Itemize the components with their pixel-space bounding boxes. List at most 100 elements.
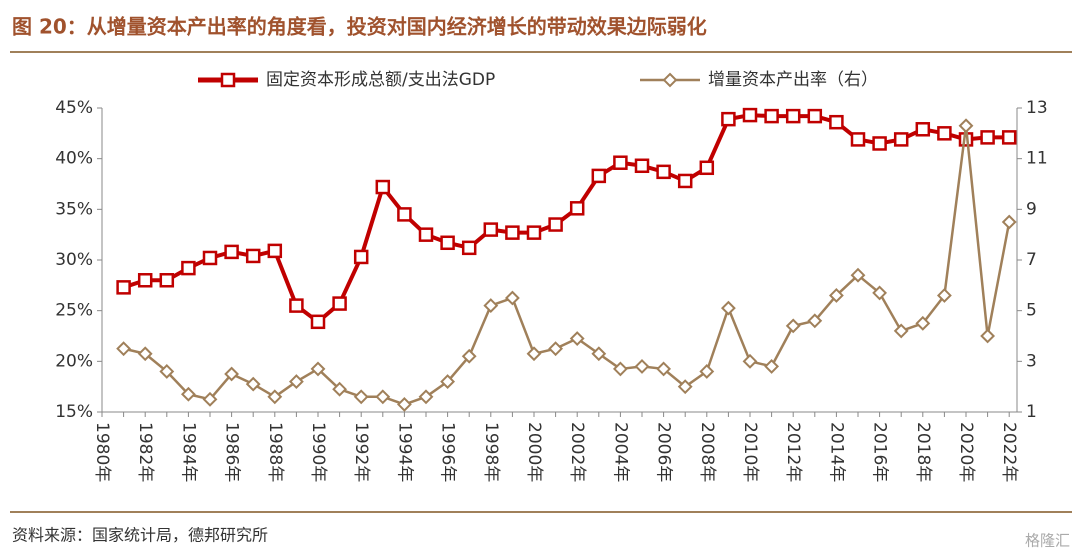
x-tick-label: 2014年 bbox=[826, 422, 846, 482]
y2-tick-label: 3 bbox=[1026, 351, 1037, 371]
x-tick-label: 2012年 bbox=[783, 422, 803, 482]
marker bbox=[548, 341, 564, 357]
marker bbox=[245, 248, 261, 264]
marker bbox=[116, 341, 132, 357]
legend-marker bbox=[662, 72, 678, 88]
y2-tick-label: 9 bbox=[1026, 199, 1037, 219]
marker bbox=[461, 348, 477, 364]
x-tick-label: 2022年 bbox=[999, 422, 1019, 482]
marker bbox=[699, 364, 715, 379]
marker bbox=[569, 331, 585, 346]
marker bbox=[893, 132, 909, 147]
marker bbox=[418, 389, 434, 405]
marker bbox=[677, 173, 693, 189]
marker bbox=[893, 323, 909, 339]
marker bbox=[829, 114, 844, 130]
marker bbox=[353, 249, 369, 265]
legend-label: 增量资本产出率（右） bbox=[708, 70, 878, 90]
marker bbox=[656, 361, 672, 377]
marker bbox=[504, 290, 520, 306]
marker bbox=[742, 353, 758, 369]
marker bbox=[1001, 214, 1017, 230]
x-tick-label: 2008年 bbox=[697, 422, 717, 482]
marker bbox=[461, 240, 477, 256]
x-tick-label: 1990年 bbox=[308, 422, 328, 482]
x-tick-label: 2002年 bbox=[567, 422, 587, 482]
marker bbox=[764, 358, 780, 374]
marker bbox=[591, 346, 607, 362]
legend-label: 固定资本形成总额/支出法GDP bbox=[266, 70, 495, 90]
marker bbox=[310, 361, 326, 377]
marker bbox=[483, 298, 499, 314]
y-tick-label: 30% bbox=[55, 250, 93, 270]
marker bbox=[612, 361, 628, 377]
marker bbox=[245, 376, 261, 392]
marker bbox=[785, 318, 801, 334]
marker bbox=[116, 280, 131, 295]
x-tick-label: 2006年 bbox=[654, 422, 674, 482]
marker bbox=[396, 396, 412, 412]
marker bbox=[915, 315, 931, 331]
marker bbox=[353, 389, 369, 405]
marker bbox=[807, 108, 823, 124]
marker bbox=[721, 111, 736, 127]
marker bbox=[288, 374, 304, 390]
source: 资料来源：国家统计局，德邦研究所 bbox=[12, 526, 268, 545]
x-tick-label: 1982年 bbox=[135, 422, 155, 482]
marker bbox=[137, 273, 153, 288]
marker bbox=[289, 298, 304, 313]
x-tick-label: 2020年 bbox=[956, 422, 976, 482]
marker bbox=[1001, 130, 1017, 145]
y2-tick-label: 1 bbox=[1026, 402, 1037, 422]
marker bbox=[526, 346, 542, 362]
marker bbox=[785, 108, 801, 124]
marker bbox=[440, 235, 455, 251]
marker bbox=[936, 288, 952, 303]
marker bbox=[980, 130, 995, 145]
marker bbox=[137, 346, 153, 362]
marker bbox=[332, 296, 347, 311]
y2-tick-label: 7 bbox=[1026, 250, 1037, 270]
marker bbox=[483, 222, 499, 237]
y-tick-label: 45% bbox=[55, 98, 93, 118]
marker bbox=[375, 179, 391, 195]
marker bbox=[591, 168, 607, 184]
marker bbox=[764, 108, 779, 124]
marker bbox=[613, 155, 628, 170]
marker bbox=[656, 164, 671, 180]
x-tick-label: 1984年 bbox=[178, 422, 198, 482]
marker bbox=[872, 136, 887, 151]
marker bbox=[267, 243, 283, 259]
x-tick-label: 1992年 bbox=[351, 422, 371, 482]
chart-title: 图 20：从增量资本产出率的角度看，投资对国内经济增长的带动效果边际弱化 bbox=[12, 15, 707, 39]
marker bbox=[202, 250, 218, 266]
marker bbox=[418, 227, 434, 242]
marker bbox=[267, 389, 283, 405]
marker bbox=[937, 126, 952, 141]
marker bbox=[440, 374, 456, 390]
y2-tick-label: 13 bbox=[1026, 98, 1048, 118]
marker bbox=[224, 366, 240, 382]
y2-tick-label: 5 bbox=[1026, 301, 1037, 321]
watermark: 格隆汇 bbox=[1025, 532, 1070, 550]
marker bbox=[872, 285, 888, 301]
x-tick-label: 1986年 bbox=[222, 422, 242, 482]
marker bbox=[310, 314, 326, 330]
marker bbox=[958, 118, 974, 134]
marker bbox=[677, 379, 693, 395]
marker bbox=[397, 207, 412, 222]
marker bbox=[634, 158, 650, 174]
marker bbox=[181, 260, 196, 276]
y-tick-label: 35% bbox=[55, 199, 93, 219]
marker bbox=[526, 225, 542, 240]
x-tick-label: 1996年 bbox=[438, 422, 458, 482]
marker bbox=[915, 122, 931, 137]
marker bbox=[159, 364, 175, 379]
marker bbox=[850, 132, 866, 147]
x-tick-label: 1994年 bbox=[394, 422, 414, 482]
marker bbox=[375, 389, 391, 405]
marker bbox=[720, 300, 736, 316]
marker bbox=[332, 381, 348, 397]
marker bbox=[634, 358, 650, 374]
